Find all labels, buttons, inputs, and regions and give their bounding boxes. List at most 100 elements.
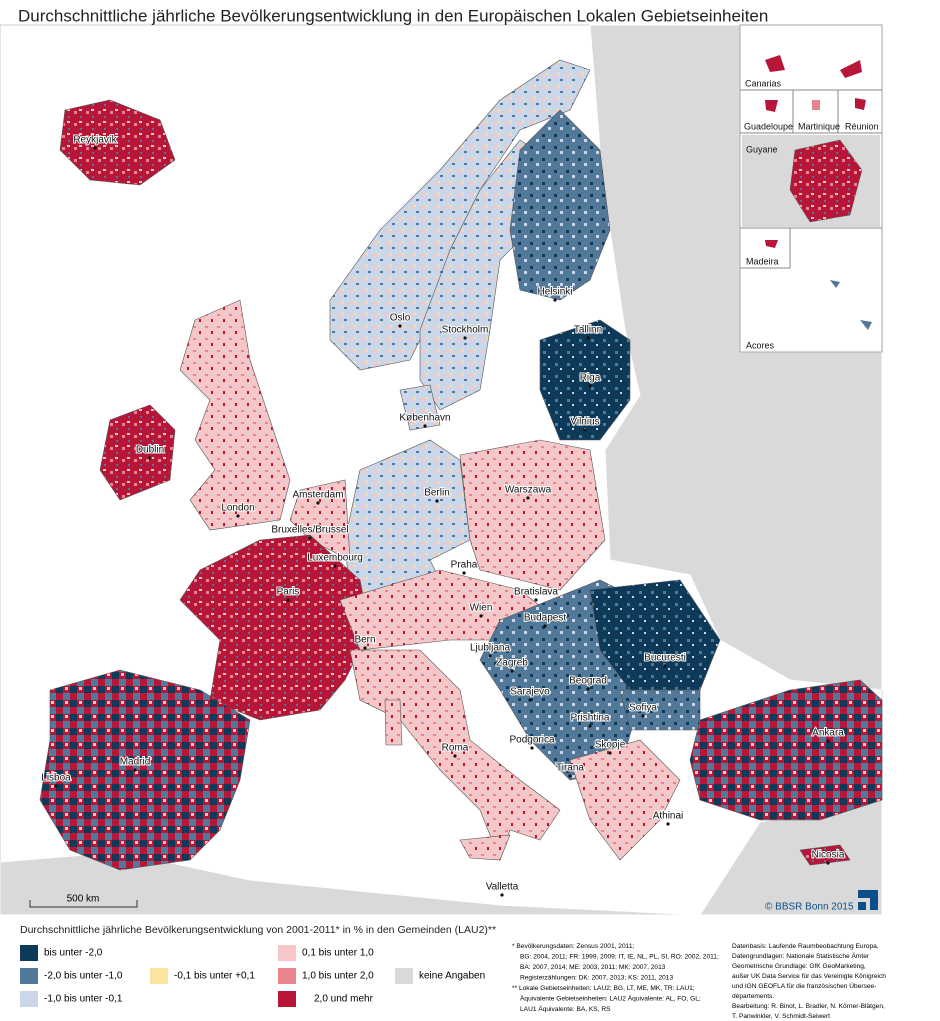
inset-label: Canarias <box>745 78 782 88</box>
copyright: © BBSR Bonn 2015 <box>765 902 854 913</box>
legend-swatch <box>278 945 296 961</box>
city-dot <box>586 687 590 691</box>
city-dot <box>479 614 483 618</box>
city-dot <box>333 564 337 568</box>
inset-label: Réunion <box>845 121 879 131</box>
city-label: Tirana <box>556 763 584 774</box>
city-label: Tallinn <box>574 325 602 336</box>
city-dot <box>488 654 492 658</box>
city-label: London <box>221 503 254 514</box>
city-label: Reykjavík <box>73 135 117 146</box>
regions <box>39 59 883 871</box>
city-dot <box>826 739 830 743</box>
city-dot <box>583 428 587 432</box>
city-label: Podgorica <box>509 735 554 746</box>
inset-label: Acores <box>746 340 775 350</box>
legend-swatch <box>20 968 38 984</box>
city-label: Budapest <box>524 613 566 624</box>
logo <box>858 890 878 910</box>
footnotes: * Bevölkerungsdaten: Zensus 2001, 2011; B… <box>512 943 719 1013</box>
inset-label: Guyane <box>746 144 778 154</box>
legend-label: -1,0 bis unter -0,1 <box>44 994 123 1005</box>
city-dot <box>453 754 457 758</box>
city-labels: Reykjavík Oslo Stockholm Helsinki Tallinn Rig… <box>40 134 846 897</box>
city-label: Luxembourg <box>307 553 363 564</box>
city-dot <box>588 724 592 728</box>
city-dot <box>534 598 538 602</box>
baltics <box>539 319 631 441</box>
iceland <box>59 99 176 186</box>
city-dot <box>286 598 290 602</box>
city-label: Vilnius <box>570 417 599 428</box>
city-label: Prishtina <box>571 713 610 724</box>
city-dot <box>608 751 612 755</box>
city-dot <box>308 536 312 540</box>
credit: Datenbasis: Laufende Raumbeobachtung Eur… <box>732 943 879 950</box>
footnote: LAU1 Äquivalente: BA, KS, RS <box>520 1005 611 1013</box>
legend-label: 2,0 und mehr <box>314 994 374 1005</box>
denmark <box>399 384 441 431</box>
legend-title: Durchschnittliche jährliche Bevölkerungs… <box>20 924 496 936</box>
city-label: Berlin <box>424 488 450 499</box>
credit: außer UK Data Service für das Vereinigte… <box>732 973 886 980</box>
city-dot <box>528 698 532 702</box>
credit: départements. <box>732 993 774 1000</box>
footnote: Registerzählungen: DK: 2007, 2013; KS: 2… <box>520 974 673 981</box>
city-dot <box>553 298 557 302</box>
city-dot <box>363 646 367 650</box>
scale-label: 500 km <box>67 894 100 905</box>
legend-label: keine Angaben <box>419 971 485 982</box>
city-label: Amsterdam <box>292 490 343 501</box>
city-label: Riga <box>580 373 601 384</box>
city-dot <box>93 146 97 150</box>
city-dot <box>526 496 530 500</box>
finland <box>509 109 611 301</box>
footnote: * Bevölkerungsdaten: Zensus 2001, 2011; <box>512 943 634 950</box>
credit: Datengrundlagen: Nationale Statistische … <box>732 952 870 960</box>
poland <box>459 439 606 591</box>
credit: Geometrische Grundlage: GfK GeoMarketing… <box>732 963 866 970</box>
city-dot <box>588 384 592 388</box>
city-label: Ljubljana <box>470 643 510 654</box>
city-label: Praha <box>451 560 478 571</box>
footnote: ** Lokale Gebietseinheiten: LAU2; BG, LT… <box>512 985 695 992</box>
city-dot <box>54 784 58 788</box>
city-dot <box>500 893 504 897</box>
legend-label: 0,1 bis unter 1,0 <box>302 948 374 959</box>
city-label: Valletta <box>486 882 519 893</box>
legend-swatch <box>150 968 168 984</box>
norway <box>329 59 591 371</box>
city-label: Helsinki <box>537 287 572 298</box>
city-dot <box>398 324 402 328</box>
city-label: Nicosia <box>812 850 845 861</box>
footnote: Äquivalente Gebietseinheiten: LAU2 Äquiv… <box>520 994 701 1002</box>
sicily <box>459 834 511 861</box>
city-label: Lisboa <box>41 773 71 784</box>
credits: Datenbasis: Laufende Raumbeobachtung Eur… <box>732 943 886 1020</box>
city-label: Bruxelles/Brussel <box>271 525 348 536</box>
city-label: Warszawa <box>505 485 552 496</box>
city-label: Beograd <box>569 676 607 687</box>
city-label: Skopje <box>595 740 626 751</box>
city-label: Stockholm <box>442 325 489 336</box>
legend-swatch <box>278 968 296 984</box>
iberia <box>39 669 251 871</box>
legend: bis unter -2,0 -2,0 bis unter -1,0 -1,0 bi… <box>20 945 485 1007</box>
legend-label: bis unter -2,0 <box>44 948 103 959</box>
city-dot <box>568 774 572 778</box>
great-britain <box>179 299 291 531</box>
city-dot <box>236 514 240 518</box>
city-label: Zagreb <box>496 658 528 669</box>
legend-label: -2,0 bis unter -1,0 <box>44 971 123 982</box>
city-label: Wien <box>470 603 493 614</box>
legend-swatch <box>395 968 413 984</box>
city-label: Ankara <box>812 728 844 739</box>
credit: T. Panwinkler, V. Schmidt-Seiwert <box>732 1013 830 1020</box>
france <box>179 534 371 721</box>
footnote: BG: 2004, 2011; FR: 1999, 2009; IT, IE, … <box>520 953 719 960</box>
city-label: København <box>399 413 450 424</box>
city-label: Bern <box>354 635 375 646</box>
city-label: Madrid <box>120 757 151 768</box>
city-label: Sarajevo <box>510 687 550 698</box>
